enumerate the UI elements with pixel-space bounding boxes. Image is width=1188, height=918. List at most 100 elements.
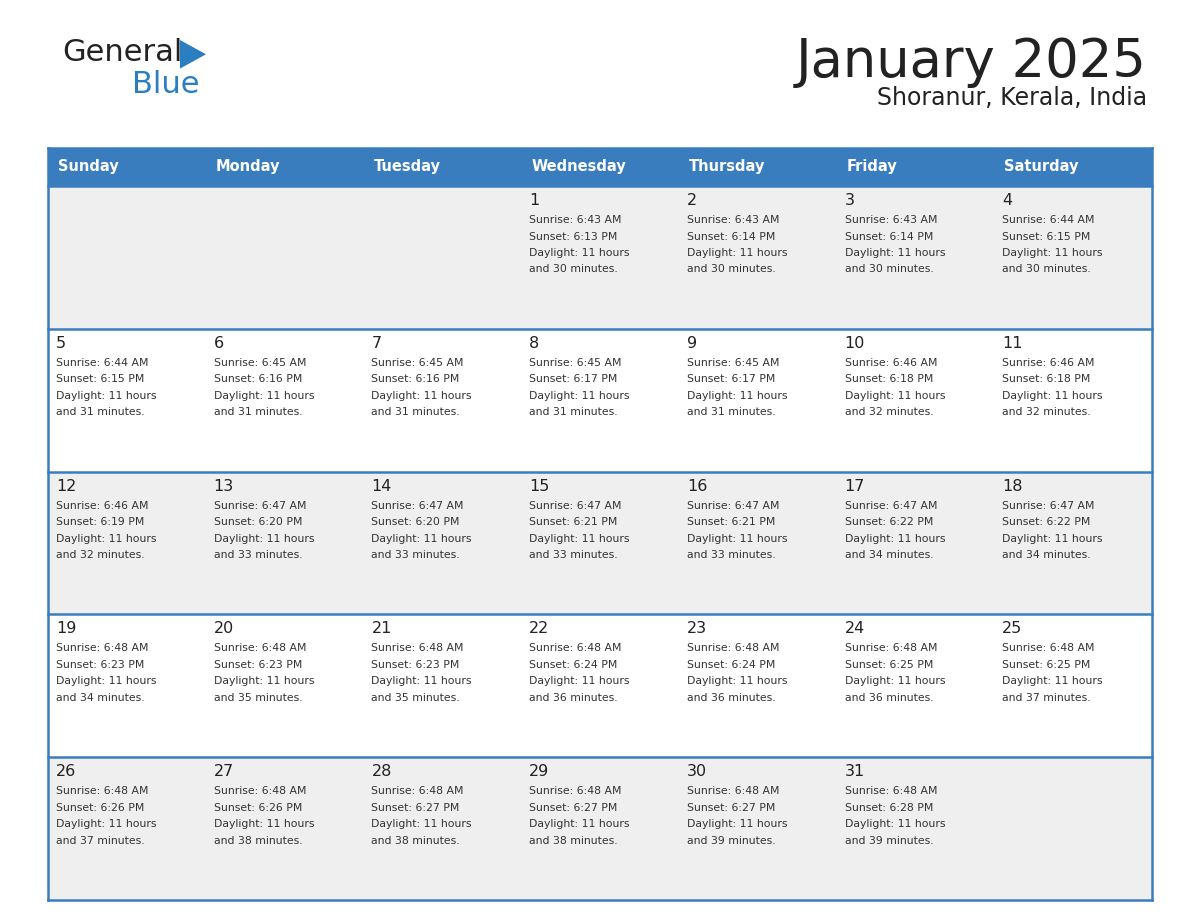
Text: Sunrise: 6:47 AM: Sunrise: 6:47 AM [529, 500, 621, 510]
Text: Sunrise: 6:48 AM: Sunrise: 6:48 AM [214, 786, 307, 796]
Text: Sunset: 6:24 PM: Sunset: 6:24 PM [687, 660, 776, 670]
Text: January 2025: January 2025 [796, 36, 1146, 88]
Text: Sunrise: 6:48 AM: Sunrise: 6:48 AM [687, 644, 779, 654]
Text: Sunday: Sunday [58, 160, 119, 174]
Text: Sunset: 6:19 PM: Sunset: 6:19 PM [56, 517, 145, 527]
Text: Daylight: 11 hours: Daylight: 11 hours [687, 391, 788, 401]
Text: 5: 5 [56, 336, 67, 351]
Text: Daylight: 11 hours: Daylight: 11 hours [372, 819, 472, 829]
Text: Wednesday: Wednesday [531, 160, 626, 174]
Text: Tuesday: Tuesday [373, 160, 441, 174]
Text: Sunrise: 6:47 AM: Sunrise: 6:47 AM [372, 500, 465, 510]
Text: and 34 minutes.: and 34 minutes. [56, 693, 145, 703]
Text: 15: 15 [529, 478, 550, 494]
Text: Daylight: 11 hours: Daylight: 11 hours [845, 677, 946, 687]
Text: Sunrise: 6:44 AM: Sunrise: 6:44 AM [1003, 215, 1095, 225]
Bar [48, 186, 1152, 329]
Text: and 32 minutes.: and 32 minutes. [56, 550, 145, 560]
Text: and 33 minutes.: and 33 minutes. [529, 550, 618, 560]
Text: 2: 2 [687, 193, 697, 208]
Text: and 30 minutes.: and 30 minutes. [529, 264, 618, 274]
Text: Sunrise: 6:43 AM: Sunrise: 6:43 AM [845, 215, 937, 225]
Text: and 34 minutes.: and 34 minutes. [845, 550, 934, 560]
Text: Daylight: 11 hours: Daylight: 11 hours [56, 533, 157, 543]
Text: Daylight: 11 hours: Daylight: 11 hours [845, 819, 946, 829]
Text: Sunset: 6:27 PM: Sunset: 6:27 PM [372, 802, 460, 812]
Text: Sunrise: 6:48 AM: Sunrise: 6:48 AM [372, 644, 465, 654]
Text: Sunrise: 6:48 AM: Sunrise: 6:48 AM [529, 786, 621, 796]
Text: 11: 11 [1003, 336, 1023, 351]
Text: 24: 24 [845, 621, 865, 636]
Text: Sunset: 6:23 PM: Sunset: 6:23 PM [56, 660, 145, 670]
Text: Sunrise: 6:48 AM: Sunrise: 6:48 AM [56, 786, 148, 796]
Text: Sunrise: 6:43 AM: Sunrise: 6:43 AM [687, 215, 779, 225]
Text: Daylight: 11 hours: Daylight: 11 hours [529, 677, 630, 687]
Text: Sunrise: 6:44 AM: Sunrise: 6:44 AM [56, 358, 148, 368]
Text: Daylight: 11 hours: Daylight: 11 hours [214, 391, 314, 401]
Text: Daylight: 11 hours: Daylight: 11 hours [687, 248, 788, 258]
Text: and 37 minutes.: and 37 minutes. [56, 835, 145, 845]
Text: General: General [62, 38, 183, 67]
Text: 26: 26 [56, 764, 76, 779]
Text: Sunset: 6:14 PM: Sunset: 6:14 PM [845, 231, 933, 241]
Text: Sunrise: 6:43 AM: Sunrise: 6:43 AM [529, 215, 621, 225]
Text: Blue: Blue [132, 70, 200, 99]
Text: and 31 minutes.: and 31 minutes. [214, 408, 302, 418]
Text: 19: 19 [56, 621, 76, 636]
Text: Sunset: 6:17 PM: Sunset: 6:17 PM [687, 375, 776, 385]
Bar [48, 329, 1152, 472]
Text: and 30 minutes.: and 30 minutes. [687, 264, 776, 274]
Text: and 35 minutes.: and 35 minutes. [214, 693, 302, 703]
Text: Daylight: 11 hours: Daylight: 11 hours [845, 391, 946, 401]
Bar [48, 472, 1152, 614]
Text: Sunset: 6:16 PM: Sunset: 6:16 PM [214, 375, 302, 385]
Text: Daylight: 11 hours: Daylight: 11 hours [56, 819, 157, 829]
Text: 17: 17 [845, 478, 865, 494]
Text: Daylight: 11 hours: Daylight: 11 hours [1003, 677, 1102, 687]
Text: Sunrise: 6:48 AM: Sunrise: 6:48 AM [845, 786, 937, 796]
Text: 29: 29 [529, 764, 549, 779]
Polygon shape [181, 40, 206, 69]
Text: and 30 minutes.: and 30 minutes. [845, 264, 934, 274]
Text: Daylight: 11 hours: Daylight: 11 hours [214, 533, 314, 543]
Text: Sunrise: 6:47 AM: Sunrise: 6:47 AM [1003, 500, 1095, 510]
Text: Sunrise: 6:48 AM: Sunrise: 6:48 AM [372, 786, 465, 796]
Text: 9: 9 [687, 336, 697, 351]
Text: Daylight: 11 hours: Daylight: 11 hours [687, 819, 788, 829]
Text: Daylight: 11 hours: Daylight: 11 hours [529, 533, 630, 543]
Text: Daylight: 11 hours: Daylight: 11 hours [529, 391, 630, 401]
Text: Sunrise: 6:48 AM: Sunrise: 6:48 AM [56, 644, 148, 654]
Text: Daylight: 11 hours: Daylight: 11 hours [214, 677, 314, 687]
Text: Sunrise: 6:45 AM: Sunrise: 6:45 AM [687, 358, 779, 368]
Text: 10: 10 [845, 336, 865, 351]
Text: and 31 minutes.: and 31 minutes. [687, 408, 776, 418]
Text: and 33 minutes.: and 33 minutes. [687, 550, 776, 560]
Text: 14: 14 [372, 478, 392, 494]
Text: Sunset: 6:20 PM: Sunset: 6:20 PM [214, 517, 302, 527]
Text: Sunset: 6:26 PM: Sunset: 6:26 PM [214, 802, 302, 812]
Text: Thursday: Thursday [689, 160, 765, 174]
Text: 27: 27 [214, 764, 234, 779]
Text: Sunrise: 6:46 AM: Sunrise: 6:46 AM [1003, 358, 1095, 368]
Text: Saturday: Saturday [1004, 160, 1079, 174]
Text: Sunrise: 6:48 AM: Sunrise: 6:48 AM [687, 786, 779, 796]
Text: Daylight: 11 hours: Daylight: 11 hours [1003, 248, 1102, 258]
Text: and 34 minutes.: and 34 minutes. [1003, 550, 1091, 560]
Text: and 33 minutes.: and 33 minutes. [372, 550, 460, 560]
Text: Sunrise: 6:45 AM: Sunrise: 6:45 AM [529, 358, 621, 368]
Text: Sunset: 6:27 PM: Sunset: 6:27 PM [687, 802, 776, 812]
Text: Daylight: 11 hours: Daylight: 11 hours [845, 533, 946, 543]
Text: 8: 8 [529, 336, 539, 351]
Text: Sunrise: 6:46 AM: Sunrise: 6:46 AM [845, 358, 937, 368]
Text: Sunset: 6:14 PM: Sunset: 6:14 PM [687, 231, 776, 241]
Text: Sunset: 6:22 PM: Sunset: 6:22 PM [845, 517, 933, 527]
Text: Sunset: 6:25 PM: Sunset: 6:25 PM [1003, 660, 1091, 670]
Text: Daylight: 11 hours: Daylight: 11 hours [372, 391, 472, 401]
Text: and 36 minutes.: and 36 minutes. [687, 693, 776, 703]
Text: 16: 16 [687, 478, 707, 494]
Text: Sunset: 6:21 PM: Sunset: 6:21 PM [529, 517, 618, 527]
Text: Sunrise: 6:46 AM: Sunrise: 6:46 AM [56, 500, 148, 510]
Text: 7: 7 [372, 336, 381, 351]
Text: and 38 minutes.: and 38 minutes. [372, 835, 460, 845]
Text: Sunset: 6:24 PM: Sunset: 6:24 PM [529, 660, 618, 670]
